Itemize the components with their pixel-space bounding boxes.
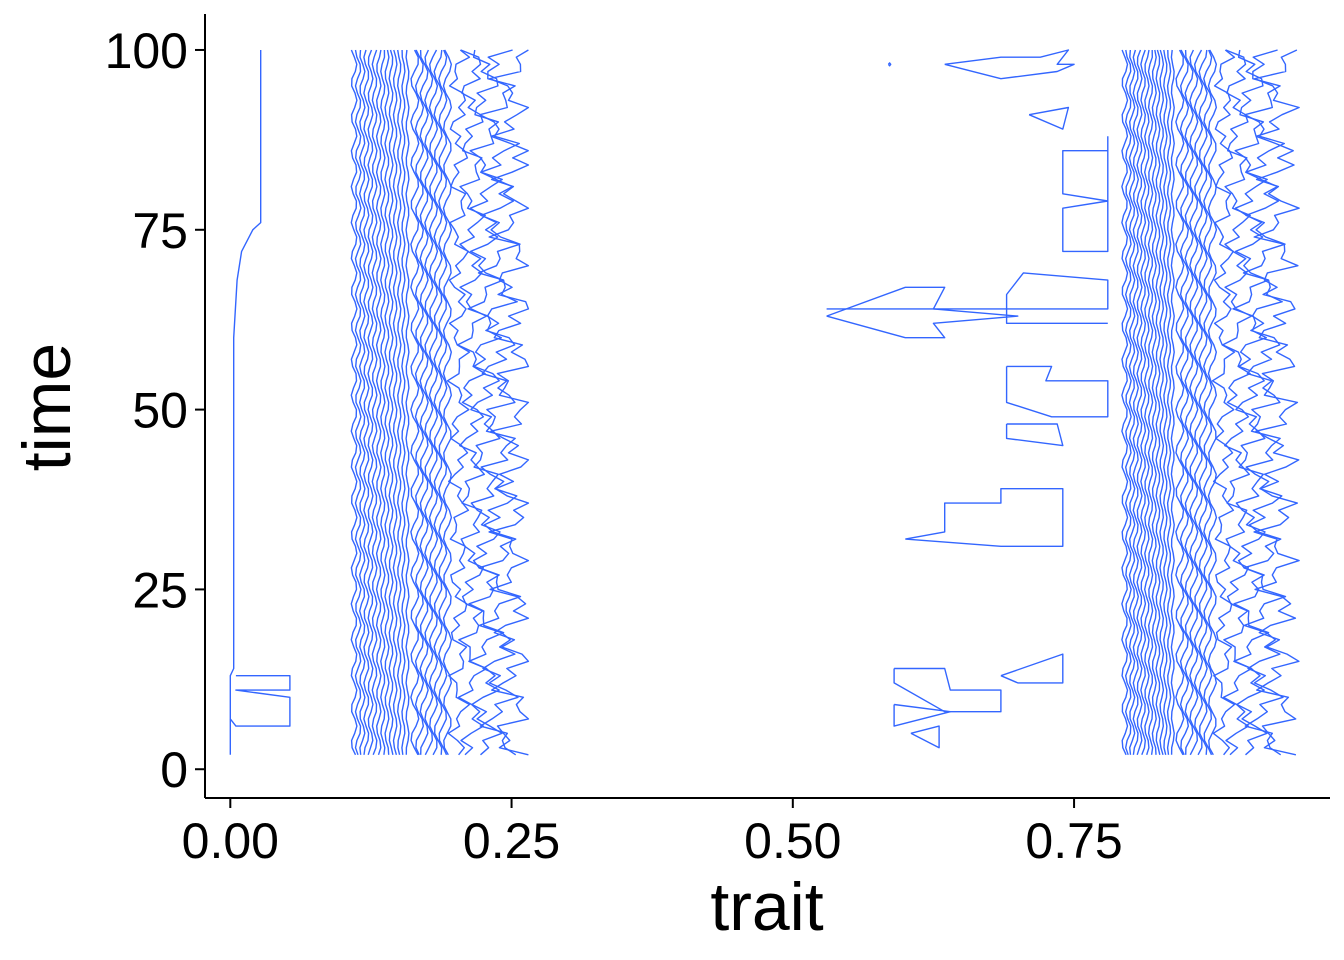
band-2-inner-contour-2 (1128, 49, 1136, 755)
right-fragment-mid-lower (1005, 365, 1109, 418)
band-1-mid-contour-5 (433, 49, 443, 755)
band-1-inner-contour-5 (371, 49, 378, 756)
band-2-mid-contour-4 (1193, 49, 1204, 756)
band-1-inner-contour-11 (397, 49, 402, 755)
band-1-mid-contour-2 (419, 49, 429, 755)
right-fragment-mid-upper (826, 286, 1019, 339)
left-edge-line (229, 50, 262, 755)
band-2-mid-contour-6 (1203, 49, 1213, 756)
band-2-inner-contour-0 (1121, 49, 1129, 756)
band-1-mid-contour-4 (428, 49, 439, 756)
right-fragment-bottom-c (1000, 653, 1064, 684)
y-tick-label: 0 (160, 742, 188, 798)
band-2-inner-contour-6 (1144, 49, 1150, 756)
contour-lines (229, 49, 1300, 756)
right-fragment-small (1028, 106, 1070, 130)
band-2-inner-contour-12 (1166, 49, 1172, 755)
band-2-inner-contour-1 (1125, 49, 1132, 756)
band-2-inner-contour-10 (1159, 49, 1165, 755)
band-1-outer-contour-1 (457, 49, 488, 756)
right-dot (887, 62, 892, 67)
band-1-mid-contour-7 (442, 49, 453, 756)
y-tick-label: 100 (105, 23, 188, 79)
band-1-inner-contour-2 (359, 49, 366, 755)
band-2-inner-contour-4 (1136, 49, 1143, 756)
band-2-mid-contour-5 (1198, 49, 1208, 755)
x-tick-label: 0.25 (463, 813, 560, 869)
band-2-outer-contour-0 (1211, 49, 1236, 756)
band-2-inner-contour-9 (1155, 49, 1161, 755)
left-edge-notch (229, 675, 291, 727)
right-fragment-top (944, 49, 1075, 80)
band-2-mid-contour-7 (1207, 49, 1218, 756)
band-2-outer-contour-2 (1232, 49, 1270, 756)
right-fragment-low (905, 488, 1064, 547)
right-fragment-bottom-a (893, 667, 1002, 713)
band-1-outer-contour-2 (467, 49, 505, 756)
band-1-inner-contour-10 (392, 49, 398, 755)
band-1-mid-contour-6 (438, 49, 448, 756)
y-tick-label: 25 (132, 562, 188, 618)
band-1-inner-contour-0 (350, 49, 358, 756)
x-tick-label: 0.50 (744, 813, 841, 869)
band-1-inner-contour-1 (354, 49, 362, 756)
right-fragment-small-low (1005, 423, 1064, 447)
band-2-mid-contour-0 (1175, 49, 1185, 756)
band-2-inner-contour-8 (1151, 49, 1157, 755)
band-2-mid-contour-3 (1189, 49, 1199, 756)
band-2-inner-contour-5 (1140, 49, 1147, 756)
band-2-inner-contour-3 (1132, 49, 1139, 755)
right-fragment-tall (1062, 136, 1109, 253)
band-1-inner-contour-8 (384, 49, 390, 755)
band-2-outer-contour-3 (1242, 49, 1287, 756)
y-axis-title: time (9, 343, 85, 471)
y-tick-label: 50 (132, 383, 188, 439)
band-1-inner-contour-12 (401, 49, 406, 755)
x-axis-ticks: 0.00 0.25 0.50 0.75 (182, 798, 1123, 869)
band-2-outer-contour-1 (1222, 49, 1253, 756)
x-tick-label: 0.00 (182, 813, 279, 869)
band-1-outer-contour-0 (446, 49, 471, 756)
band-1-outer-contour-4 (488, 49, 530, 756)
band-2-outer-contour-4 (1253, 49, 1300, 756)
right-fragment-mid-arm (826, 272, 1109, 324)
x-tick-label: 0.75 (1025, 813, 1122, 869)
band-1-mid-contour-3 (424, 49, 434, 756)
band-1-mid-contour-1 (414, 49, 425, 756)
band-1-inner-contour-9 (388, 49, 394, 755)
band-1-inner-contour-3 (363, 49, 370, 755)
x-axis-title: trait (710, 869, 823, 945)
right-fragment-bottom-b (893, 703, 951, 727)
band-1-inner-contour-13 (405, 49, 410, 755)
right-fragment-bottom-d (910, 725, 940, 749)
band-2-mid-contour-1 (1179, 49, 1190, 756)
band-2-inner-contour-7 (1147, 49, 1154, 755)
band-1-mid-contour-0 (410, 49, 420, 756)
band-1-inner-contour-7 (380, 49, 386, 755)
band-2-mid-contour-2 (1184, 49, 1194, 755)
y-axis-ticks: 0 25 50 75 100 (105, 23, 205, 798)
band-1-outer-contour-3 (477, 49, 522, 756)
y-tick-label: 75 (132, 203, 188, 259)
band-1-inner-contour-6 (375, 49, 382, 756)
band-2-inner-contour-13 (1170, 49, 1175, 755)
band-2-inner-contour-11 (1163, 49, 1168, 755)
band-1-inner-contour-4 (367, 49, 374, 756)
